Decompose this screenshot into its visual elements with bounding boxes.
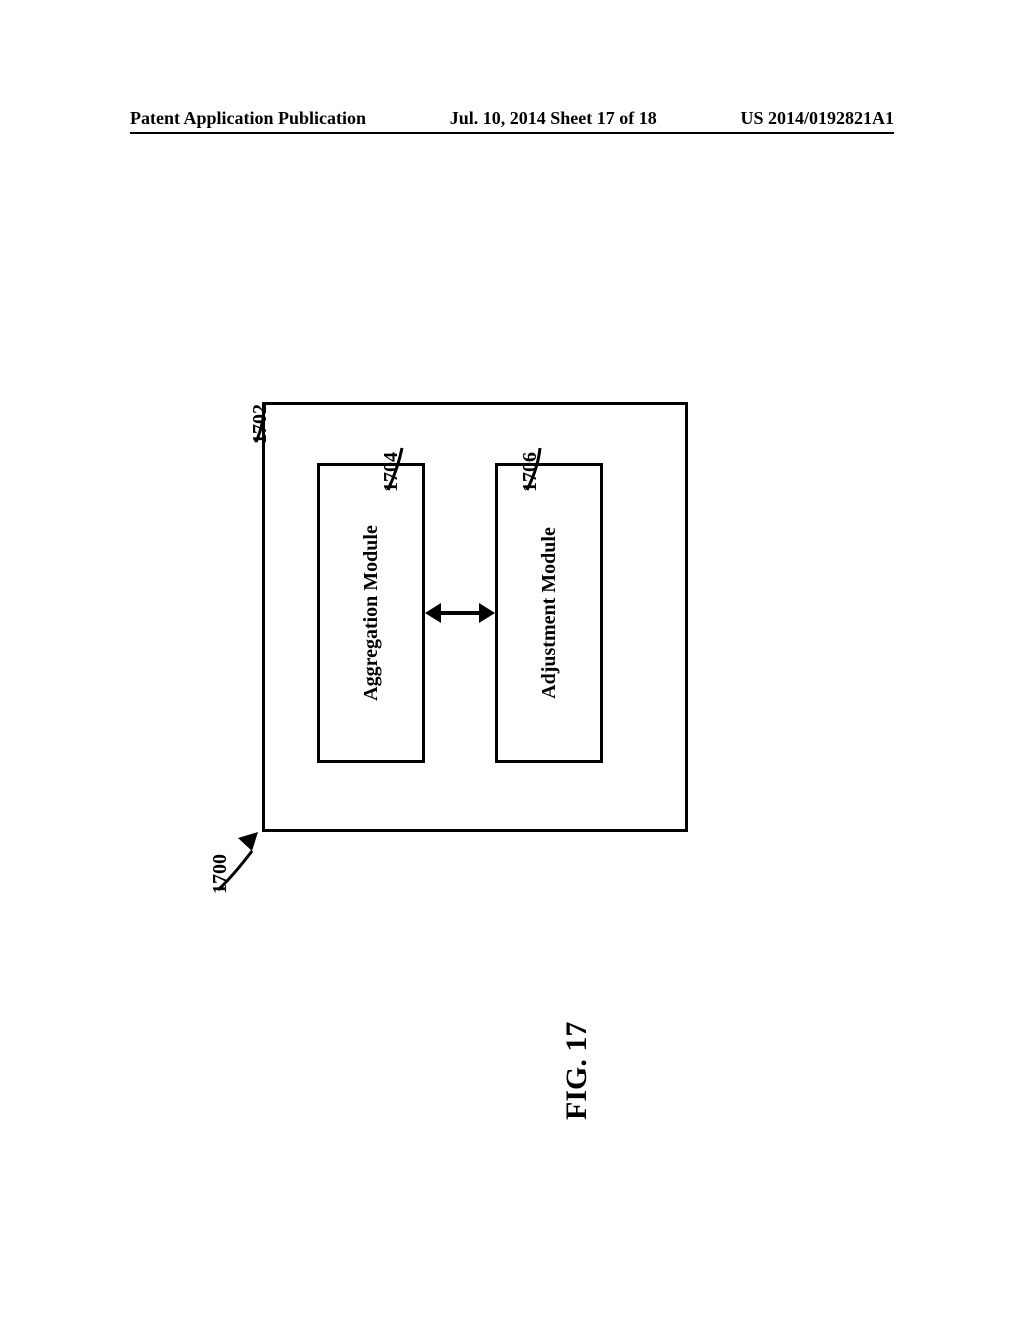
container-box: Aggregation Module Adjustment Module (262, 402, 688, 832)
page-header: Patent Application Publication Jul. 10, … (0, 108, 1024, 129)
ref-num-1704: 1704 (380, 452, 403, 492)
adjustment-module-box: Adjustment Module (495, 463, 603, 763)
header-date-sheet: Jul. 10, 2014 Sheet 17 of 18 (450, 108, 657, 129)
bidirectional-arrow (425, 603, 495, 623)
header-pub-number: US 2014/0192821A1 (740, 108, 894, 129)
aggregation-module-box: Aggregation Module (317, 463, 425, 763)
aggregation-module-label: Aggregation Module (360, 525, 383, 701)
header-publication: Patent Application Publication (130, 108, 366, 129)
figure-area: Aggregation Module Adjustment Module 170… (0, 380, 1024, 1020)
ref-num-1706: 1706 (519, 452, 542, 492)
ref-num-1702: 1702 (249, 404, 272, 444)
arrow-shaft (435, 611, 485, 615)
adjustment-module-label: Adjustment Module (538, 527, 561, 699)
figure-caption: FIG. 17 (560, 1022, 594, 1120)
arrow-head-down-icon (479, 603, 495, 623)
ref-num-1700: 1700 (209, 854, 232, 894)
header-underline (130, 132, 894, 134)
